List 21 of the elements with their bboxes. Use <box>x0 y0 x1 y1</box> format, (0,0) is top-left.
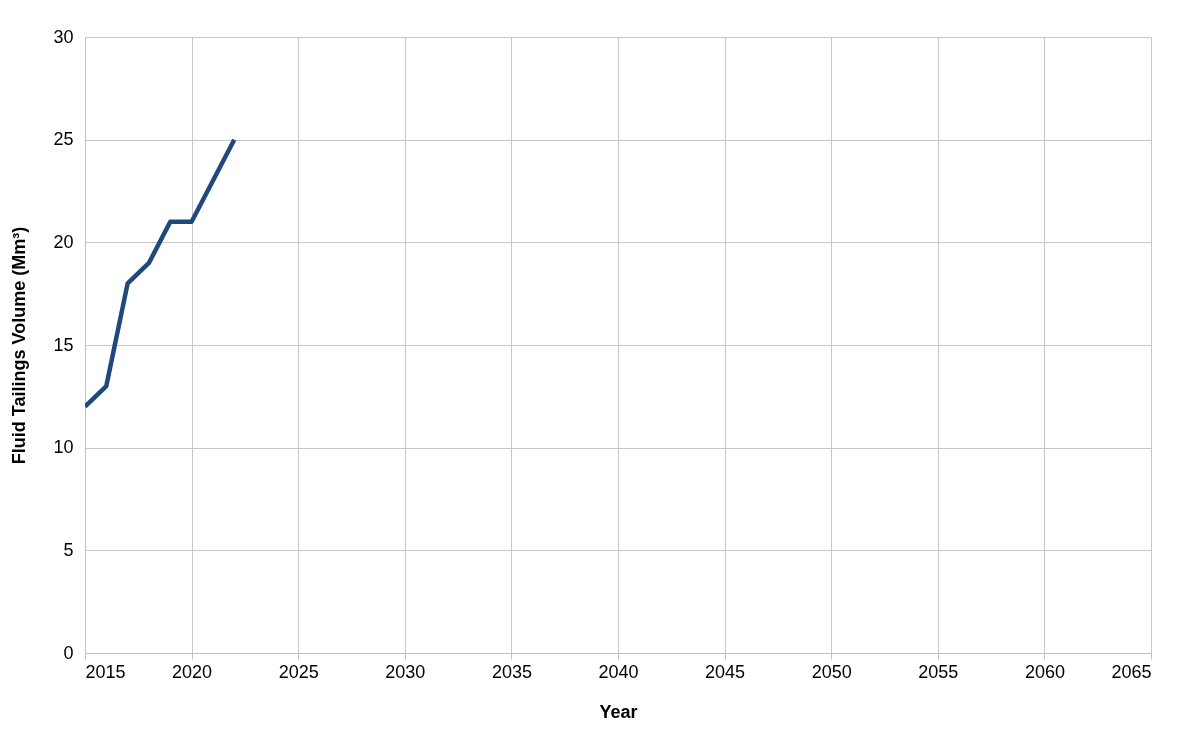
x-tick-label: 2025 <box>278 661 319 682</box>
x-tick-label: 2055 <box>918 661 959 682</box>
x-tick-label: 2015 <box>85 661 126 682</box>
y-tick-label: 25 <box>53 129 74 150</box>
x-tick-label: 2050 <box>811 661 852 682</box>
x-tick-label: 2045 <box>705 661 746 682</box>
y-tick-label: 5 <box>63 539 74 560</box>
line-series <box>85 137 237 409</box>
x-tick-label: 2035 <box>491 661 532 682</box>
x-tick-label: 2060 <box>1024 661 1065 682</box>
y-tick-label: 15 <box>53 334 74 355</box>
x-tick-label: 2040 <box>598 661 639 682</box>
y-tick-label: 10 <box>53 437 74 458</box>
y-tick-label: 30 <box>53 26 74 47</box>
y-axis-title: Fluid Tailings Volume (Mm³) <box>9 226 30 465</box>
x-tick-label: 2065 <box>1111 661 1152 682</box>
y-tick-label: 20 <box>53 231 74 252</box>
x-tick-label: 2020 <box>172 661 213 682</box>
x-axis-title: Year <box>599 701 638 722</box>
x-tick-label: 2030 <box>385 661 426 682</box>
y-tick-label: 0 <box>63 642 74 663</box>
